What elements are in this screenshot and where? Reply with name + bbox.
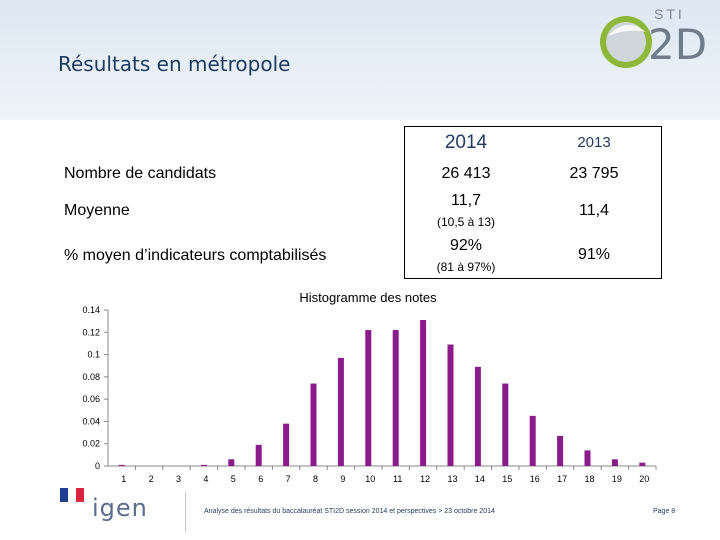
- value-2014-range: (10,5 à 13): [436, 215, 496, 229]
- x-tick-label: 17: [557, 474, 567, 484]
- y-tick-label: 0: [95, 461, 100, 471]
- y-tick-label: 0.02: [82, 439, 100, 449]
- x-tick-label: 2: [149, 474, 154, 484]
- logo-2d-text: 2D: [648, 20, 708, 69]
- bar: [584, 450, 591, 466]
- value-2014: 92% (81 à 97%): [404, 232, 527, 279]
- bar: [200, 464, 207, 466]
- x-tick-label: 18: [584, 474, 594, 484]
- logo-sti-text: STI: [654, 6, 685, 22]
- x-tick-label: 3: [176, 474, 181, 484]
- chart-title: Histogramme des notes: [299, 290, 437, 305]
- y-tick-label: 0.12: [82, 327, 100, 337]
- bar: [310, 383, 317, 466]
- table-header-row: 2014 2013: [64, 126, 662, 159]
- page-title: Résultats en métropole: [58, 52, 291, 76]
- footer-text: Analyse des résultats du baccalauréat ST…: [204, 508, 495, 515]
- x-tick-label: 11: [393, 474, 402, 484]
- bar: [447, 344, 454, 466]
- bar: [420, 320, 427, 466]
- x-tick-label: 5: [231, 474, 236, 484]
- bar: [557, 435, 564, 466]
- row-label: Nombre de candidats: [64, 164, 217, 182]
- bar: [228, 459, 235, 466]
- value-2014: 26 413: [404, 158, 527, 189]
- sti2d-logo-icon: [600, 16, 652, 68]
- table-row: Moyenne 11,7 (10,5 à 13) 11,4: [64, 188, 662, 233]
- results-table: 2014 2013 Nombre de candidats 26 413 23 …: [64, 126, 662, 279]
- x-tick-label: 4: [203, 474, 208, 484]
- value-2014-main: 92%: [449, 236, 483, 254]
- x-tick-label: 14: [475, 474, 485, 484]
- value-2013: 23 795: [527, 158, 662, 189]
- x-tick-label: 19: [612, 474, 622, 484]
- col-header-2013: 2013: [527, 126, 662, 159]
- bar: [365, 330, 372, 466]
- footer-divider: [185, 492, 186, 532]
- histogram-chart: Histogramme des notes 0.14 0.12 0.1 0.08 0.06…: [82, 290, 657, 484]
- bar: [118, 464, 125, 466]
- bar: [639, 462, 646, 466]
- x-tick-label: 10: [365, 474, 375, 484]
- table-row: % moyen d’indicateurs comptabilisés 92% …: [64, 232, 662, 279]
- value-2014-range: (81 à 97%): [436, 259, 496, 274]
- bar: [474, 366, 481, 466]
- bar: [529, 415, 536, 466]
- x-tick-label: 1: [121, 474, 126, 484]
- x-tick-label: 7: [286, 474, 291, 484]
- x-tick-label: 15: [502, 474, 512, 484]
- bar: [255, 444, 262, 466]
- bar: [392, 330, 399, 466]
- value-2014: 11,7 (10,5 à 13): [404, 188, 527, 233]
- x-tick-label: 20: [639, 474, 649, 484]
- header-band: [0, 0, 720, 120]
- page-number: Page 8: [653, 508, 676, 515]
- y-tick-label: 0.06: [82, 394, 100, 404]
- x-tick-label: 6: [258, 474, 263, 484]
- igen-logo-text: igen: [92, 494, 148, 522]
- x-tick-label: 12: [420, 474, 430, 484]
- x-tick-label: 13: [447, 474, 457, 484]
- row-label: % moyen d’indicateurs comptabilisés: [64, 246, 327, 264]
- bar: [337, 357, 344, 466]
- y-tick-label: 0.1: [87, 350, 100, 360]
- value-2013: 91%: [527, 232, 662, 279]
- y-tick-label: 0.04: [82, 416, 100, 426]
- y-tick-label: 0.14: [82, 305, 100, 315]
- row-label: Moyenne: [64, 201, 130, 219]
- value-2014-main: 11,7: [451, 192, 481, 209]
- bar: [283, 423, 290, 466]
- french-flag-icon: [60, 488, 84, 502]
- x-tick-label: 16: [530, 474, 540, 484]
- col-header-2014: 2014: [404, 126, 527, 159]
- y-tick-label: 0.08: [82, 372, 100, 382]
- table-row: Nombre de candidats 26 413 23 795: [64, 158, 662, 189]
- x-tick-label: 8: [313, 474, 318, 484]
- x-tick-label: 9: [340, 474, 345, 484]
- value-2013: 11,4: [527, 188, 662, 233]
- bar: [611, 459, 618, 466]
- value-2014-main: 26 413: [441, 164, 491, 182]
- bar: [502, 383, 509, 466]
